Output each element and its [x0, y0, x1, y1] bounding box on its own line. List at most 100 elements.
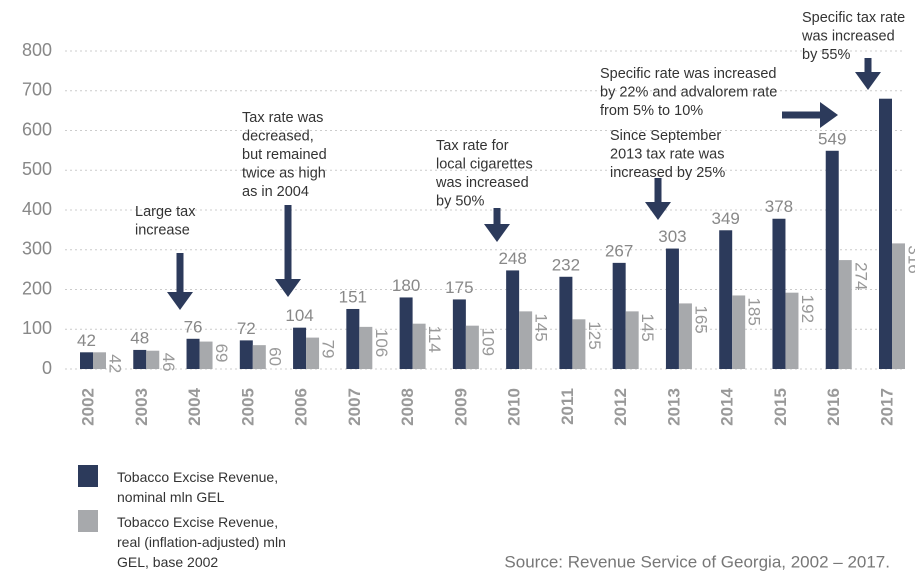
y-tick-label: 800: [22, 40, 52, 60]
x-tick-label: 2002: [78, 388, 97, 426]
bar: [399, 297, 413, 369]
arrow-head: [275, 279, 301, 297]
bar: [785, 292, 799, 369]
arrow-head: [820, 102, 838, 128]
value-label: 303: [658, 227, 686, 246]
bar: [506, 270, 520, 369]
bar: [239, 340, 253, 369]
bar: [719, 230, 733, 369]
y-tick-label: 200: [22, 278, 52, 298]
annotation: increase: [135, 222, 190, 238]
x-tick-label: 2008: [398, 388, 417, 426]
annotation: Large tax: [135, 204, 196, 220]
y-tick-label: 500: [22, 159, 52, 179]
bar: [665, 248, 679, 369]
annotation: Tax rate for: [436, 138, 509, 154]
x-tick-label: 2013: [664, 388, 683, 426]
annotation: was increased: [801, 28, 895, 44]
legend-label: Tobacco Excise Revenue, nominal mln GEL: [117, 469, 278, 505]
y-tick-label: 0: [42, 358, 52, 378]
bar: [452, 299, 466, 369]
bar: [306, 337, 320, 369]
bar: [612, 262, 626, 369]
x-tick-label: 2017: [877, 388, 896, 426]
bar: [93, 352, 106, 369]
bar: [252, 345, 266, 369]
bar: [293, 327, 307, 369]
bar: [838, 260, 852, 369]
bar: [133, 349, 147, 369]
x-tick-label: 2011: [558, 388, 577, 425]
bar: [519, 311, 533, 369]
bar: [879, 98, 892, 369]
arrow-head: [167, 292, 193, 310]
value-label: 114: [425, 326, 444, 353]
y-tick-label: 300: [22, 239, 52, 259]
annotation: by 22% and advalorem rate: [600, 84, 777, 100]
bar: [892, 243, 905, 369]
value-label: 145: [532, 313, 551, 341]
annotation: 2013 tax rate was: [610, 146, 724, 162]
bar: [199, 341, 213, 369]
value-label: 46: [159, 353, 178, 372]
y-tick-label: 100: [22, 318, 52, 338]
arrow-head: [855, 72, 881, 90]
value-label: 267: [605, 241, 633, 260]
value-label: 42: [77, 331, 96, 350]
value-label: 72: [237, 319, 256, 338]
value-label: 185: [745, 297, 764, 325]
bar: [146, 350, 160, 369]
value-label: 192: [798, 295, 817, 323]
x-tick-label: 2004: [185, 387, 204, 425]
value-label: 248: [498, 249, 526, 268]
legend-swatch: [78, 465, 98, 487]
arrow-head: [645, 202, 671, 220]
value-label: 109: [478, 328, 497, 356]
x-tick-label: 2009: [451, 388, 470, 426]
arrow-head: [484, 224, 510, 242]
bar: [346, 308, 360, 369]
value-label: 42: [106, 354, 125, 373]
annotation: local cigarettes: [436, 156, 533, 172]
annotation: Since September: [610, 128, 721, 144]
value-label: 76: [184, 317, 203, 336]
annotation: increased by 25%: [610, 165, 725, 181]
annotation: by 50%: [436, 193, 484, 209]
x-tick-label: 2014: [718, 387, 737, 425]
value-label: 549: [818, 129, 846, 148]
bar: [678, 303, 692, 369]
value-label: 104: [285, 306, 313, 325]
bar: [825, 150, 839, 369]
legend-label: Tobacco Excise Revenue, real (inflation-a…: [117, 514, 286, 570]
value-label: 175: [445, 278, 473, 297]
y-tick-label: 400: [22, 199, 52, 219]
x-tick-label: 2015: [771, 388, 790, 426]
bar: [80, 352, 93, 369]
bar: [572, 319, 586, 369]
x-tick-label: 2006: [292, 388, 311, 426]
value-label: 145: [638, 313, 657, 341]
annotation: twice as high: [242, 165, 326, 181]
bar: [465, 325, 479, 369]
annotation: from 5% to 10%: [600, 103, 703, 119]
x-tick-label: 2007: [345, 388, 364, 426]
value-label: 48: [130, 328, 149, 347]
bar: [359, 326, 373, 369]
x-tick-label: 2010: [505, 388, 524, 426]
annotation: decreased,: [242, 128, 314, 144]
bar: [412, 323, 426, 369]
bar: [186, 338, 200, 369]
value-label: 79: [319, 340, 338, 359]
annotation: was increased: [435, 175, 529, 191]
x-tick-label: 2005: [238, 388, 257, 426]
bar: [625, 311, 639, 369]
legend-swatch: [78, 510, 98, 532]
x-tick-label: 2003: [132, 388, 151, 426]
x-tick-label: 2016: [824, 388, 843, 426]
value-label: 378: [765, 197, 793, 216]
bar: [732, 295, 746, 369]
annotation: by 55%: [802, 47, 850, 63]
value-label: 106: [372, 329, 391, 357]
value-label: 180: [392, 276, 420, 295]
